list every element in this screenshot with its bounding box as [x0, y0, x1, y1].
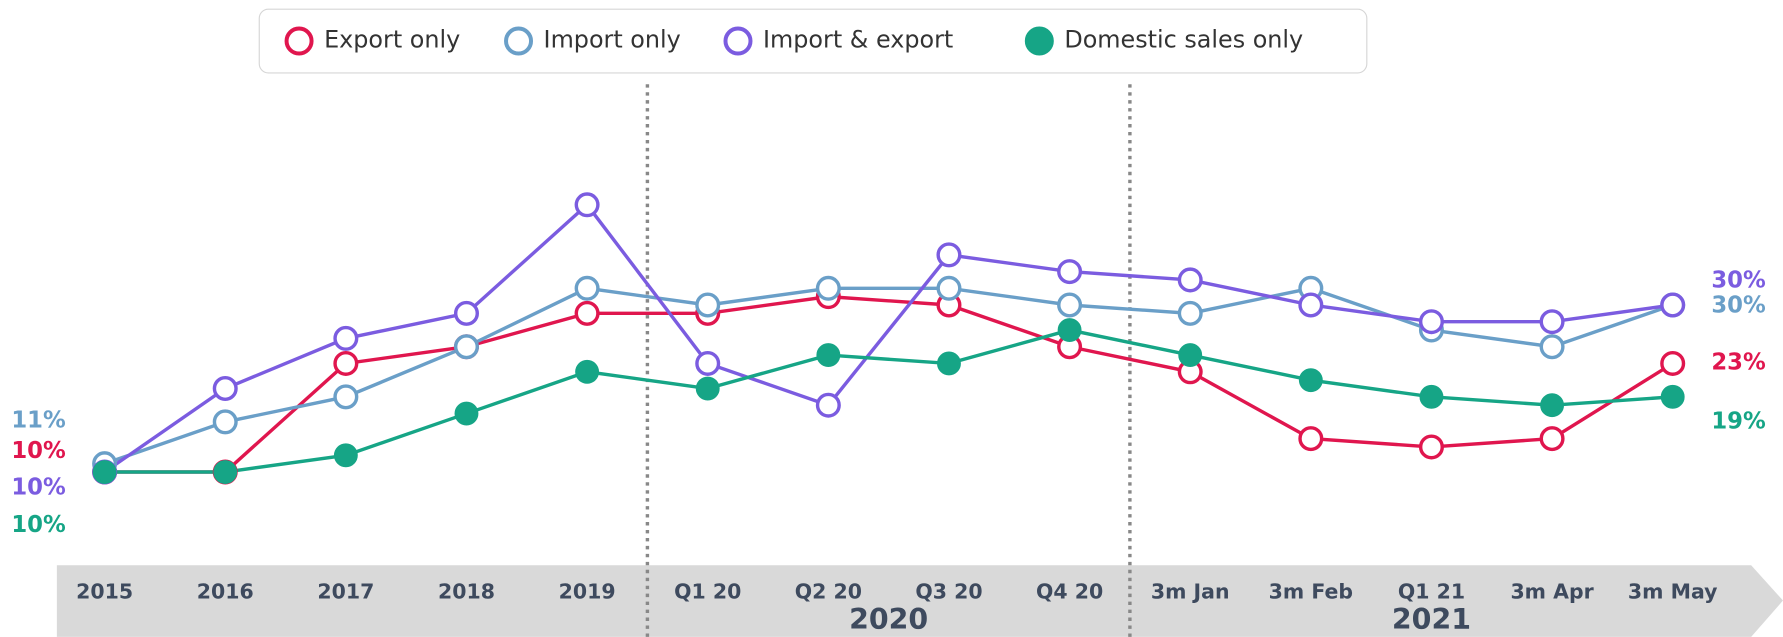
point [1298, 368, 1323, 393]
point [1298, 292, 1324, 318]
point [815, 392, 841, 418]
legend-label: Export only [324, 26, 460, 54]
point [575, 359, 600, 384]
point [213, 460, 238, 484]
series-line [104, 294, 1674, 474]
point [333, 350, 359, 376]
legend-marker [284, 26, 314, 56]
x-tick-label: 2015 [76, 580, 133, 604]
point [574, 275, 600, 301]
point [1178, 343, 1203, 368]
point [695, 376, 720, 401]
timeline-band [56, 565, 1783, 637]
legend-label: Domestic sales only [1064, 26, 1303, 54]
x-tick-label: 3m Feb [1269, 580, 1353, 604]
point [1418, 309, 1444, 335]
point [1539, 426, 1565, 452]
x-tick-label: 3m May [1628, 580, 1718, 604]
series-line [103, 202, 1673, 474]
x-tick-label: 2016 [197, 580, 254, 604]
point [574, 192, 600, 218]
point [936, 242, 962, 268]
x-tick-label: Q4 20 [1036, 580, 1103, 604]
x-tick-label: 2017 [317, 580, 374, 604]
point [454, 401, 479, 426]
point [1177, 267, 1203, 293]
point [1660, 292, 1686, 318]
point [1539, 309, 1565, 335]
point [453, 300, 479, 326]
x-tick-label: 2018 [438, 580, 495, 604]
point [1057, 259, 1083, 285]
point [1057, 292, 1083, 318]
end-label: 30% [1711, 267, 1766, 293]
point [1298, 426, 1324, 452]
point [1539, 334, 1565, 360]
legend-marker [1024, 26, 1054, 56]
legend-label: Import & export [763, 26, 953, 54]
series-line [104, 286, 1674, 466]
legend-label: Import only [544, 26, 681, 54]
point [695, 292, 721, 318]
point [1419, 384, 1444, 409]
start-label: 10% [11, 438, 66, 464]
x-tick-label: 3m Jan [1151, 580, 1230, 604]
series-line [104, 328, 1673, 474]
group-label: 2020 [849, 603, 928, 636]
point [212, 375, 238, 402]
x-tick-label: Q1 21 [1398, 580, 1465, 604]
point [333, 384, 359, 410]
point [815, 275, 841, 301]
legend-box [258, 8, 1368, 74]
point [1540, 393, 1565, 418]
point [1418, 434, 1444, 460]
point [1660, 350, 1686, 376]
start-label: 11% [11, 407, 66, 433]
point [333, 325, 359, 351]
x-tick-label: Q1 20 [674, 580, 741, 604]
legend-marker [723, 26, 753, 56]
point [1660, 384, 1685, 409]
x-tick-label: 2019 [559, 580, 616, 604]
x-tick-label: Q3 20 [915, 580, 982, 604]
point [936, 275, 962, 301]
x-tick-label: 3m Apr [1510, 580, 1594, 604]
start-label: 10% [11, 512, 66, 538]
x-tick-label: Q2 20 [795, 580, 862, 604]
point [937, 351, 961, 376]
point [695, 350, 721, 376]
point [574, 300, 600, 326]
end-label: 30% [1711, 292, 1766, 318]
point [453, 334, 479, 360]
legend-marker [504, 26, 534, 56]
point [212, 409, 238, 435]
point [1057, 318, 1082, 342]
point [816, 343, 841, 368]
point [92, 460, 117, 484]
end-label: 19% [1711, 408, 1766, 434]
end-label: 23% [1711, 349, 1766, 375]
group-label: 2021 [1392, 603, 1471, 636]
start-label: 10% [11, 474, 66, 500]
point [1177, 300, 1203, 326]
point [333, 443, 358, 468]
